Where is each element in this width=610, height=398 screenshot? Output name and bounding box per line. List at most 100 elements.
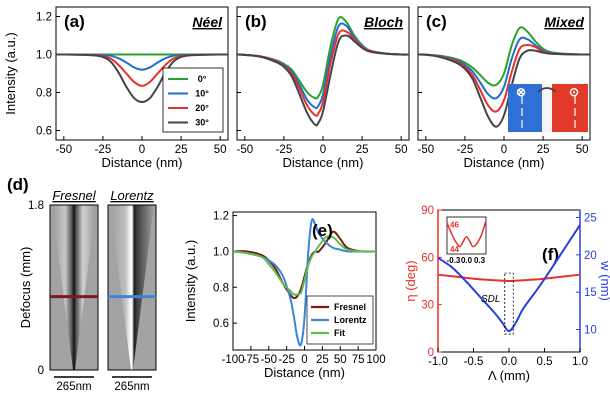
- panel-c: -50 -25 0 25 50 Distance (nm) (c) Mixed: [417, 6, 591, 170]
- x-tick-label: -50: [56, 144, 73, 156]
- x-tick-label: 1.0: [572, 356, 588, 368]
- series-line-2: [437, 224, 581, 333]
- series-line-2: [237, 22, 409, 110]
- series-line-3: [233, 235, 376, 296]
- series-group: [418, 26, 590, 128]
- y-tick-label: 0: [38, 365, 44, 377]
- out-of-page-icon: ⊙: [569, 85, 579, 99]
- series-line-2: [233, 218, 376, 347]
- y-tick-label-left: 0: [428, 347, 434, 359]
- x-tick-label: -50: [418, 144, 435, 156]
- x-tick-label: -0.5: [464, 356, 484, 368]
- panel-label: (c): [426, 12, 447, 31]
- y-axis-label-right: w (nm): [598, 260, 610, 301]
- panel-label: (f): [542, 245, 559, 264]
- inset-x-tick-label: 0.3: [474, 256, 486, 265]
- x-tick-label: 0: [301, 354, 307, 366]
- x-tick-label: 50: [334, 354, 347, 366]
- x-axis-label: Distance (nm): [102, 155, 183, 170]
- legend-label: 30°: [195, 118, 209, 128]
- y-tick-label-right: 10: [584, 325, 597, 337]
- series-line-4: [237, 34, 409, 127]
- panel-label: (a): [64, 12, 85, 31]
- y-tick-label: 1.8: [28, 200, 44, 212]
- series-group: [56, 53, 228, 104]
- panel-e: -100-75 -50 -25 0 25 50 75 100 0.6 0.8 1.0 1.2 Dista…: [183, 211, 386, 380]
- x-tick-label: 25: [356, 144, 369, 156]
- y-axis-label-left: η (deg): [403, 260, 418, 301]
- x-tick-label: 0: [139, 144, 145, 156]
- x-tick-label: -50: [260, 354, 277, 366]
- panel-b: -50 -25 0 25 50 Distance (nm) (b) Bloch: [236, 6, 410, 170]
- x-tick-label: -50: [237, 144, 254, 156]
- y-tick-label-left: 30: [421, 300, 434, 312]
- y-tick-label: 1.2: [213, 211, 229, 223]
- panel-label: (d): [7, 175, 29, 194]
- x-tick-label: 50: [576, 144, 589, 156]
- x-tick-label: -75: [243, 354, 260, 366]
- inset-x-tick-label: 0.0: [461, 256, 473, 265]
- x-tick-label: 100: [366, 354, 385, 366]
- legend-a: 0° 10° 20° 30°: [162, 67, 224, 133]
- x-axis-label: Distance (nm): [464, 155, 545, 170]
- series-group: [237, 16, 409, 127]
- series-group: [233, 218, 376, 347]
- wall-region: [542, 84, 552, 132]
- x-tick-label: 50: [214, 144, 227, 156]
- x-tick-label: -25: [457, 144, 474, 156]
- legend-e: Fresnel Lorentz Fit: [306, 295, 374, 345]
- y-tick-label-right: 25: [584, 212, 597, 224]
- legend-label: Lorentz: [334, 315, 367, 325]
- x-axis-label: Λ (mm): [488, 368, 530, 383]
- wall-arc: [537, 87, 557, 93]
- sdl-annotation: SDL: [481, 294, 500, 305]
- series-line-1: [437, 273, 581, 283]
- series-line-4: [418, 49, 590, 128]
- legend-label: 0°: [198, 74, 207, 84]
- inset-y-tick-label: 46: [450, 220, 459, 229]
- y-axis-label: Intensity (a.u.): [183, 240, 198, 322]
- x-tick-label: -25: [278, 354, 295, 366]
- panel-f-inset: -0.3 0.0 0.3 44 46: [446, 216, 487, 265]
- image-title: Fresnel: [52, 188, 96, 203]
- y-tick-label: 1.2: [36, 12, 52, 24]
- x-tick-label: 0: [501, 144, 507, 156]
- panel-f: -1.0 -0.5 0.0 0.5 1.0 0 30 60 90 10 15 20 25 η (deg) w…: [403, 205, 610, 383]
- y-tick-label: 0.8: [213, 282, 229, 294]
- series-line-2: [56, 53, 228, 71]
- image-frame: [49, 204, 99, 371]
- panel-title: Néel: [192, 14, 223, 30]
- panel-title: Mixed: [544, 14, 584, 30]
- x-tick-label: 75: [352, 354, 365, 366]
- y-tick-label-left: 90: [421, 205, 434, 217]
- y-tick-label: 0.6: [213, 318, 229, 330]
- x-tick-label: 50: [395, 144, 408, 156]
- x-tick-label: -25: [276, 144, 293, 156]
- y-tick-label-left: 60: [421, 252, 434, 264]
- series-line-3: [237, 29, 409, 117]
- x-tick-label: 0.5: [537, 356, 553, 368]
- x-axis-label: Distance (nm): [264, 365, 345, 380]
- defocus-image: [110, 205, 154, 370]
- y-axis-label: Intensity (a.u.): [3, 32, 18, 114]
- y-tick-label-right: 15: [584, 287, 597, 299]
- y-axis-label: Defocus (mm): [18, 247, 33, 329]
- inset-series-line: [446, 220, 487, 248]
- panel-label: (b): [245, 12, 267, 31]
- series-line-4: [56, 53, 228, 104]
- y-tick-label: 1.0: [36, 50, 52, 62]
- x-tick-label: -1.0: [428, 356, 448, 368]
- x-tick-label: -100: [221, 354, 244, 366]
- y-tick-label: 0.8: [36, 88, 52, 100]
- into-page-icon: ⊗: [516, 85, 526, 99]
- panel-label: (e): [312, 221, 333, 240]
- x-tick-label: 25: [175, 144, 188, 156]
- y-tick-label: 1.0: [213, 246, 229, 258]
- inset-x-tick-label: -0.3: [447, 256, 461, 265]
- scale-bar-label: 265nm: [114, 381, 149, 393]
- defocus-image: [52, 205, 96, 370]
- legend-label: 10°: [195, 89, 209, 99]
- x-tick-label: -25: [95, 144, 112, 156]
- y-tick-label-right: 20: [584, 250, 597, 262]
